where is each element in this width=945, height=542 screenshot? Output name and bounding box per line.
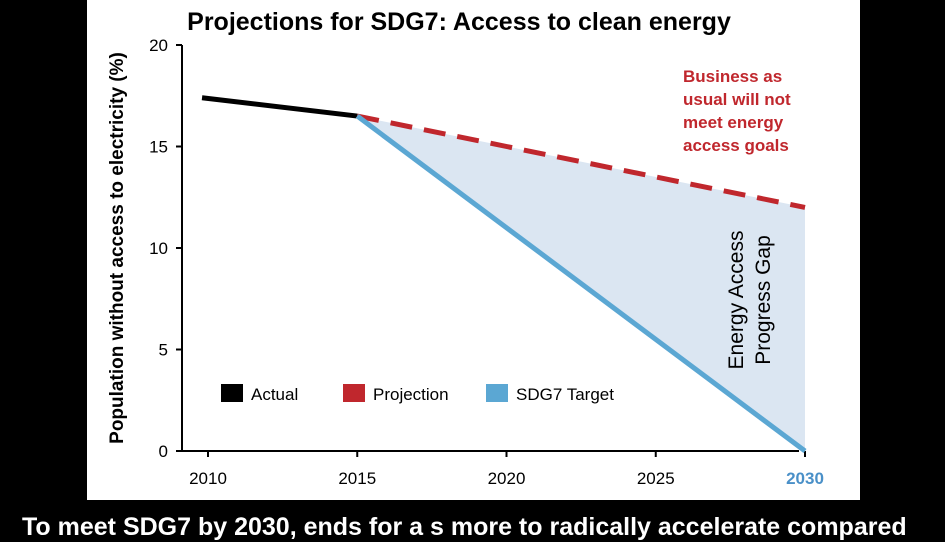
x-tick-label: 2025 [637,469,675,488]
series-line-projection [356,113,806,210]
caption-text: To meet SDG7 by 2030, ends for a s more … [22,513,907,541]
chart: Projections for SDG7: Access to clean en… [107,8,824,488]
annotation-business-as-usual: meet energy [683,113,784,132]
annotation-business-as-usual: usual will not [683,90,791,109]
chart-title: Projections for SDG7: Access to clean en… [187,8,731,36]
annotation-progress-gap: Energy Access [725,231,748,370]
legend-label: Projection [373,385,449,404]
y-tick-label: 0 [159,442,168,461]
legend-swatch [343,384,365,402]
y-tick-label: 10 [149,239,168,258]
legend: Actual Projection SDG7 Target [221,384,614,404]
annotation-business-as-usual: Business as [683,67,782,86]
series-line-actual [201,95,358,119]
x-tick-label: 2010 [189,469,227,488]
y-axis-label: Population without access to electricity… [107,52,128,444]
chart-panel: Projections for SDG7: Access to clean en… [87,0,860,500]
x-tick-label: 2020 [488,469,526,488]
x-tick-label: 2015 [338,469,376,488]
annotation-progress-gap: Progress Gap [752,235,775,365]
y-tick-label: 20 [149,36,168,55]
legend-swatch [486,384,508,402]
x-tick-label: 2030 [786,469,824,488]
y-tick-label: 15 [149,138,168,157]
progress-gap-area [357,116,805,452]
legend-label: Actual [251,385,298,404]
legend-label: SDG7 Target [516,385,614,404]
annotation-business-as-usual: access goals [683,136,789,155]
y-tick-label: 5 [159,341,168,360]
legend-swatch [221,384,243,402]
series-line-sdg7-target [355,114,807,454]
